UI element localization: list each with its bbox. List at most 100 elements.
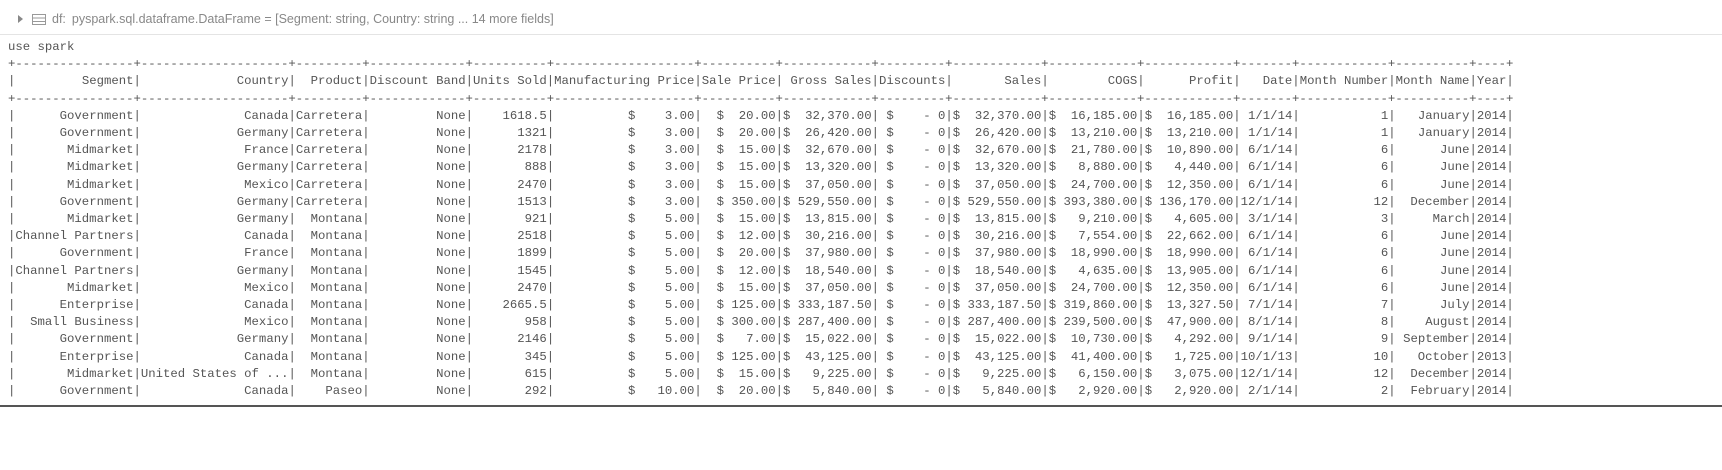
table-cell: Canada <box>244 229 289 244</box>
table-cell: Montana <box>310 246 363 261</box>
table-row: | Small Business| Mexico| Montana| None|… <box>8 315 1514 330</box>
table-cell: October <box>1417 349 1470 364</box>
table-cell: $ 30,216.00 <box>952 229 1042 244</box>
table-cell: Paseo <box>325 384 363 399</box>
table-cell: $ 15.00 <box>716 366 776 381</box>
table-cell: $ 5.00 <box>628 229 695 244</box>
table-cell: $ 9,210.00 <box>1048 212 1138 227</box>
table-row: |Channel Partners| Germany| Montana| Non… <box>8 263 1514 278</box>
table-cell: 6/1/14 <box>1248 263 1293 278</box>
table-cell: $ 47,900.00 <box>1144 315 1234 330</box>
table-cell: 1/1/14 <box>1248 126 1293 141</box>
table-cell: 2014 <box>1476 366 1507 381</box>
table-cell: Germany <box>236 263 289 278</box>
table-cell: 1 <box>1380 108 1389 123</box>
header-cell: Country <box>236 74 289 89</box>
table-cell: $ 1,725.00 <box>1144 349 1234 364</box>
table-cell: None <box>436 298 466 313</box>
table-cell: $ 3.00 <box>628 108 695 123</box>
table-cell: $ 13,320.00 <box>952 160 1042 175</box>
table-cell: 958 <box>524 315 547 330</box>
table-cell: $ 333,187.50 <box>783 298 872 313</box>
table-cell: Mexico <box>244 280 289 295</box>
table-cell: $ 239,500.00 <box>1048 315 1138 330</box>
table-cell: 2 <box>1380 384 1389 399</box>
table-cell: January <box>1417 126 1470 141</box>
table-cell: 1/1/14 <box>1248 108 1293 123</box>
table-border: +----------------+--------------------+-… <box>8 91 1514 106</box>
table-cell: 2470 <box>517 280 547 295</box>
table-cell: December <box>1410 366 1470 381</box>
table-cell: $ 287,400.00 <box>952 315 1042 330</box>
table-cell: 2470 <box>517 177 547 192</box>
table-cell: Mexico <box>244 315 289 330</box>
table-cell: Government <box>59 126 134 141</box>
table-cell: $ 13,210.00 <box>1144 126 1234 141</box>
table-cell: $ 5.00 <box>627 315 695 330</box>
table-cell: Government <box>59 194 134 209</box>
table-row: | Midmarket| Germany| Montana| None| 921… <box>8 212 1514 227</box>
table-cell: $ 2,920.00 <box>1144 384 1234 399</box>
table-cell: Canada <box>244 108 289 123</box>
header-cell: Product <box>310 74 363 89</box>
table-cell: $ 3.00 <box>628 194 695 209</box>
table-cell: $ 287,400.00 <box>783 315 872 330</box>
table-cell: Midmarket <box>67 143 134 158</box>
table-cell: 1513 <box>517 194 547 209</box>
table-cell: 2014 <box>1476 298 1507 313</box>
table-cell: Midmarket <box>67 160 134 175</box>
expand-toggle[interactable] <box>16 14 26 24</box>
table-cell: Montana <box>310 332 363 347</box>
table-cell: Canada <box>244 349 289 364</box>
table-cell: Germany <box>236 332 289 347</box>
table-cell: 12 <box>1373 194 1389 209</box>
table-cell: 6/1/14 <box>1248 280 1293 295</box>
table-row: | Midmarket|United States of ...| Montan… <box>8 366 1514 381</box>
table-cell: 7/1/14 <box>1248 298 1293 313</box>
table-cell: None <box>436 246 466 261</box>
table-cell: None <box>436 332 466 347</box>
header-cell: Month Name <box>1395 74 1470 89</box>
table-cell: None <box>436 194 466 209</box>
table-cell: $ 15.00 <box>716 177 776 192</box>
table-cell: 2014 <box>1476 108 1507 123</box>
table-cell: Montana <box>310 280 363 295</box>
table-cell: $ 12,350.00 <box>1144 280 1234 295</box>
table-cell: None <box>436 126 466 141</box>
table-cell: $ 37,980.00 <box>952 246 1042 261</box>
table-cell: 888 <box>524 160 547 175</box>
table-cell: June <box>1439 160 1470 175</box>
table-cell: $ 43,125.00 <box>783 349 872 364</box>
table-cell: None <box>436 160 466 175</box>
table-cell: $ 13,210.00 <box>1048 126 1138 141</box>
table-cell: $ 41,400.00 <box>1048 349 1138 364</box>
table-cell: None <box>436 177 466 192</box>
table-cell: Carretera <box>295 143 363 158</box>
table-cell: $ 136,170.00 <box>1144 194 1234 209</box>
table-cell: 2518 <box>517 229 547 244</box>
table-cell: 8/1/14 <box>1248 315 1293 330</box>
table-cell: $ 37,980.00 <box>783 246 872 261</box>
table-cell: $ 10.00 <box>628 384 695 399</box>
table-cell: $ - 0 <box>886 126 946 141</box>
table-cell: Midmarket <box>67 212 134 227</box>
table-cell: $ 26,420.00 <box>783 126 872 141</box>
table-cell: Montana <box>310 349 363 364</box>
table-cell: $ 8,880.00 <box>1048 160 1138 175</box>
table-cell: None <box>436 349 466 364</box>
header-cell: Discount Band <box>369 74 466 89</box>
table-cell: Government <box>59 332 134 347</box>
table-cell: $ 125.00 <box>716 349 776 364</box>
table-cell: None <box>436 384 466 399</box>
table-cell: $ 13,327.50 <box>1144 298 1234 313</box>
table-cell: $ 26,420.00 <box>952 126 1042 141</box>
table-cell: None <box>436 229 466 244</box>
table-cell: $ - 0 <box>886 384 946 399</box>
table-cell: Midmarket <box>67 280 134 295</box>
table-cell: $ 15,022.00 <box>783 332 872 347</box>
table-cell: Government <box>59 108 134 123</box>
table-cell: $ - 0 <box>886 349 946 364</box>
table-cell: 1618.5 <box>502 108 547 123</box>
table-cell: $ 24,700.00 <box>1048 280 1138 295</box>
table-cell: $ 15.00 <box>716 160 776 175</box>
